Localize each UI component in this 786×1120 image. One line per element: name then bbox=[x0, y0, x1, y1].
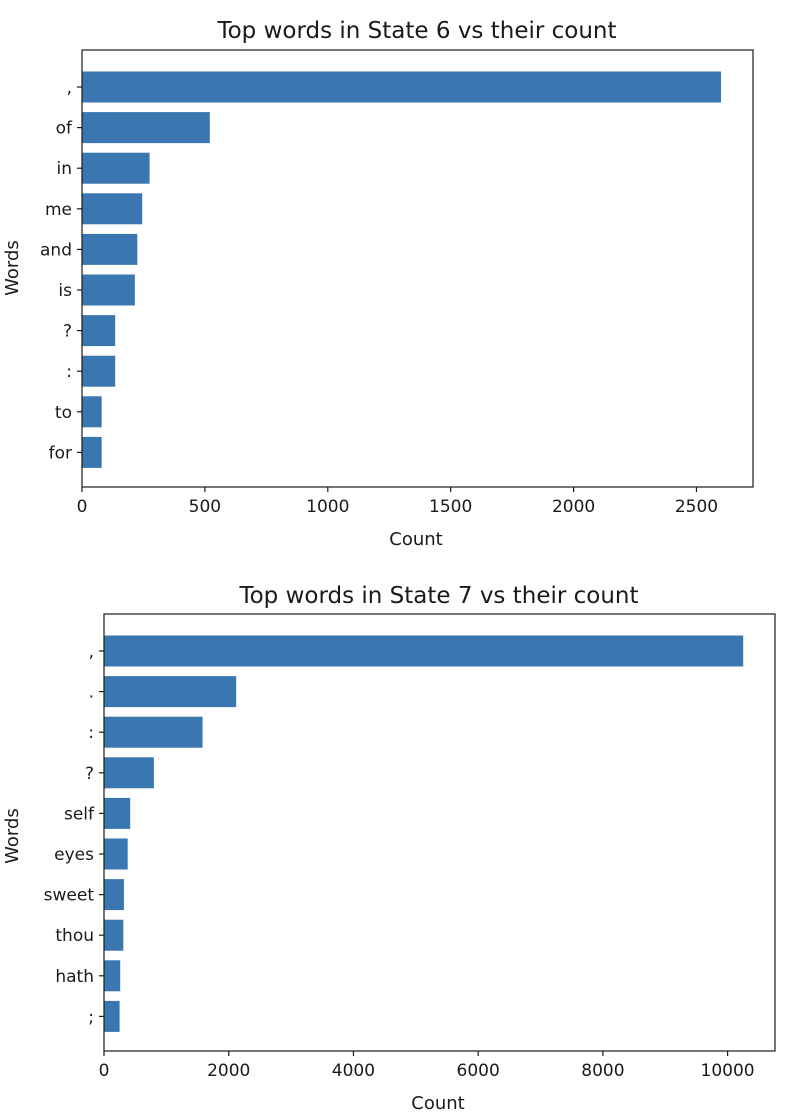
bar bbox=[82, 233, 138, 265]
bar bbox=[104, 879, 124, 911]
x-ticks: 0 500 1000 1500 2000 2500 bbox=[77, 487, 718, 517]
y-tick-labels: ,.:? self eyes sweet thou hath; bbox=[44, 642, 104, 1027]
bar-group bbox=[104, 635, 744, 1032]
y-axis-label: Words bbox=[2, 240, 23, 296]
y-tick-label: ? bbox=[85, 764, 94, 784]
y-tick-label: to bbox=[55, 403, 72, 423]
y-tick-label: and bbox=[40, 240, 72, 260]
bar bbox=[82, 315, 116, 347]
chart-state-6: Top words in State 6 vs their count , of i… bbox=[2, 18, 754, 550]
y-tick-labels: , of in me and is?: to for bbox=[40, 78, 82, 463]
bar bbox=[82, 193, 143, 225]
y-tick-label: hath bbox=[55, 967, 94, 987]
x-tick-label: 1000 bbox=[306, 497, 349, 517]
x-tick-label: 2000 bbox=[552, 497, 595, 517]
x-tick-label: 4000 bbox=[332, 1061, 375, 1081]
y-tick-label: sweet bbox=[44, 886, 95, 906]
bar bbox=[104, 960, 121, 992]
bar bbox=[82, 274, 135, 306]
y-tick-label: for bbox=[49, 443, 72, 463]
bar bbox=[82, 396, 102, 428]
chart-title: Top words in State 7 vs their count bbox=[238, 583, 638, 609]
bar bbox=[104, 635, 744, 667]
y-tick-label: self bbox=[64, 804, 95, 824]
chart-title: Top words in State 6 vs their count bbox=[216, 18, 616, 44]
x-axis-label: Count bbox=[389, 529, 442, 550]
x-tick-label: 8000 bbox=[581, 1061, 624, 1081]
x-axis-label: Count bbox=[411, 1093, 464, 1114]
bar-group bbox=[82, 71, 722, 468]
bar bbox=[104, 757, 154, 789]
bar bbox=[104, 919, 124, 951]
x-tick-label: 6000 bbox=[457, 1061, 500, 1081]
bar bbox=[104, 797, 131, 829]
bar bbox=[82, 71, 722, 103]
x-tick-label: 2000 bbox=[207, 1061, 250, 1081]
plot-frame bbox=[81, 49, 754, 488]
plot-frame bbox=[103, 613, 776, 1052]
x-tick-label: 0 bbox=[77, 497, 88, 517]
bar bbox=[104, 838, 128, 870]
x-tick-label: 2500 bbox=[675, 497, 718, 517]
bar bbox=[82, 436, 102, 468]
y-tick-label: me bbox=[45, 200, 72, 220]
y-tick-label: thou bbox=[55, 926, 94, 946]
bar bbox=[82, 112, 210, 144]
y-tick-label: eyes bbox=[54, 845, 94, 865]
bar bbox=[104, 716, 203, 748]
y-tick-label: , bbox=[67, 78, 72, 98]
y-tick-label: . bbox=[89, 683, 94, 703]
x-tick-label: 10000 bbox=[701, 1061, 755, 1081]
y-tick-label: of bbox=[56, 119, 73, 139]
y-tick-label: : bbox=[66, 362, 72, 382]
bar bbox=[82, 355, 116, 387]
x-tick-label: 1500 bbox=[429, 497, 472, 517]
y-axis-label: Words bbox=[2, 808, 23, 864]
y-tick-label: ? bbox=[63, 322, 72, 342]
x-tick-label: 0 bbox=[99, 1061, 110, 1081]
x-ticks: 0 2000 4000 6000 8000 10000 bbox=[99, 1051, 755, 1081]
y-tick-label: , bbox=[89, 642, 94, 662]
x-tick-label: 500 bbox=[189, 497, 221, 517]
bar bbox=[104, 1000, 120, 1032]
bar bbox=[104, 676, 237, 708]
y-tick-label: is bbox=[58, 281, 72, 301]
chart-state-7: Top words in State 7 vs their count ,.:?… bbox=[2, 583, 776, 1114]
y-tick-label: ; bbox=[88, 1007, 94, 1027]
y-tick-label: : bbox=[88, 723, 94, 743]
y-tick-label: in bbox=[57, 159, 73, 179]
bar bbox=[82, 152, 150, 184]
